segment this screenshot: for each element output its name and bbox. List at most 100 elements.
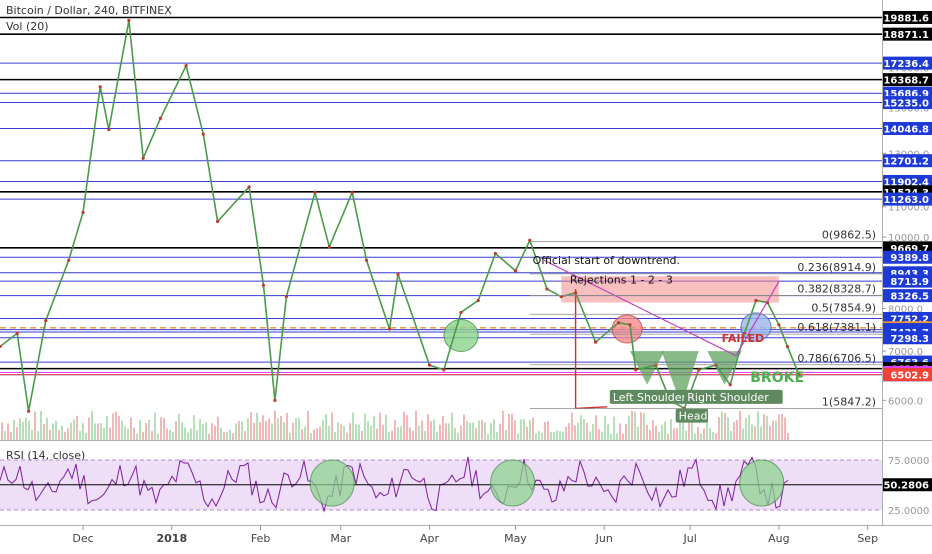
volume-bar: [709, 427, 711, 440]
price-point: [327, 245, 331, 249]
volume-bar: [754, 426, 756, 440]
volume-bar: [544, 422, 546, 440]
volume-bar: [454, 428, 456, 440]
volume-bar: [4, 431, 6, 440]
price-tag-label: 19881.6: [883, 13, 929, 24]
volume-bar: [679, 418, 681, 440]
price-point: [442, 368, 446, 372]
price-tag: [883, 192, 932, 206]
volume-bar: [448, 423, 450, 440]
price-point: [261, 283, 266, 287]
volume-bar: [373, 416, 375, 440]
rsi-value-label: 50.2806: [883, 481, 929, 492]
volume-bar: [667, 433, 669, 440]
volume-bar: [529, 419, 531, 440]
volume-bar: [400, 426, 402, 440]
volume-bar: [211, 423, 213, 440]
volume-bar: [172, 432, 174, 440]
volume-bar: [1, 422, 3, 440]
volume-bar: [358, 424, 360, 440]
volume-bar: [532, 417, 534, 440]
annotations: Official start of downtrend. Rejections 1…: [533, 254, 804, 423]
volume-bar: [382, 424, 384, 440]
volume-bar: [565, 426, 567, 440]
volume-bar: [43, 423, 45, 440]
rsi-circle: [490, 459, 536, 507]
volume-bar: [274, 410, 276, 440]
price-tag-label: 7752.2: [890, 314, 929, 325]
price-tick-label: 8000.0: [888, 304, 923, 315]
price-tag-label: 12701.2: [883, 157, 929, 168]
volume-bar: [76, 415, 78, 440]
price-point: [127, 18, 131, 23]
volume-bar: [100, 423, 102, 440]
price-point: [141, 156, 145, 160]
volume-bar: [517, 433, 519, 440]
volume-bar: [628, 415, 630, 440]
volume-bar: [376, 428, 378, 440]
volume-bar: [406, 415, 408, 440]
price-series: [0, 18, 801, 413]
price-line: [0, 20, 800, 412]
volume-bar: [340, 424, 342, 440]
volume-bar: [91, 411, 93, 440]
price-tag-label: 14046.8: [883, 125, 929, 136]
volume-bar: [217, 416, 219, 440]
price-point: [777, 323, 781, 327]
volume-bar: [127, 428, 129, 440]
volume-bar: [232, 433, 234, 440]
price-tick-label: 7000.0: [888, 347, 923, 358]
volume-bar: [385, 414, 387, 440]
annotation-label: Head: [679, 410, 708, 423]
price-point: [15, 331, 19, 335]
volume-bar: [640, 412, 642, 440]
volume-bar: [223, 432, 225, 440]
volume-bar: [451, 412, 453, 440]
volume-bar: [736, 420, 738, 440]
fib-label: 0.786(6706.5): [797, 352, 876, 365]
volume-bar: [220, 427, 222, 440]
price-point: [634, 368, 638, 372]
volume-bar: [307, 410, 309, 440]
volume-bar: [121, 420, 123, 440]
volume-bar: [196, 430, 198, 440]
volume-bar: [481, 419, 483, 440]
volume-bar: [325, 414, 327, 440]
price-point: [247, 185, 251, 189]
price-point: [273, 398, 277, 402]
price-point: [545, 287, 549, 291]
annotation-label: Rejections 1 - 2 - 3: [570, 273, 673, 286]
volume-bar: [520, 419, 522, 440]
price-axis-tags: 19881.6 18871.1 17236.4 16368.7 15686.915235…: [883, 10, 932, 382]
time-tick-label: Apr: [420, 532, 440, 545]
volume-bar: [460, 425, 462, 440]
price-tag-label: 8713.9: [890, 277, 929, 288]
fib-label: 0(9862.5): [822, 229, 876, 242]
volume-bar: [550, 431, 552, 440]
volume-bar: [322, 419, 324, 440]
volume-bars: [1, 410, 789, 440]
volume-bar: [403, 411, 405, 440]
volume-bar: [295, 418, 297, 440]
volume-bar: [607, 424, 609, 440]
price-tag: [883, 154, 932, 168]
volume-bar: [25, 417, 27, 440]
price-tag: [883, 73, 932, 87]
price-point: [754, 298, 758, 303]
volume-bar: [622, 433, 624, 440]
volume-bar: [625, 423, 627, 440]
price-tag-label: 8326.5: [890, 292, 929, 303]
price-point: [216, 219, 220, 224]
time-tick-label: 2018: [157, 532, 188, 545]
volume-bar: [370, 425, 372, 440]
annotation-label: Right Shoulder: [687, 391, 769, 404]
volume-bar: [574, 425, 576, 440]
volume-bar: [346, 432, 348, 440]
volume-bar: [583, 419, 585, 440]
volume-bar: [595, 415, 597, 440]
volume-bar: [292, 422, 294, 440]
time-axis-ticks: Dec 2018 Feb Mar Apr May Jun Jul Aug Sep: [72, 525, 878, 545]
volume-bar: [64, 432, 66, 440]
volume-bar: [364, 413, 366, 440]
